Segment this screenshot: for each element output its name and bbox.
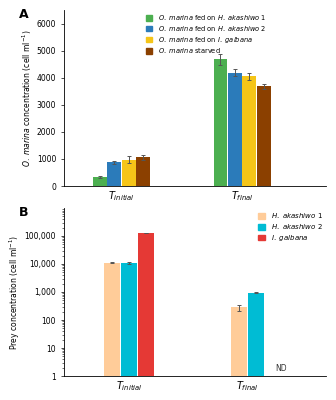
Bar — [122, 160, 135, 186]
Text: A: A — [19, 8, 29, 21]
Y-axis label: Prey concentration (cell ml$^{-1}$): Prey concentration (cell ml$^{-1}$) — [7, 234, 22, 350]
Bar — [136, 157, 150, 186]
Text: B: B — [19, 206, 29, 219]
Bar — [257, 86, 270, 186]
Bar — [248, 293, 264, 400]
Y-axis label: $\it{O.\ marina}$ concentration (cell ml$^{-1}$): $\it{O.\ marina}$ concentration (cell ml… — [20, 29, 34, 167]
Bar — [242, 76, 256, 186]
Bar — [104, 263, 120, 400]
Bar — [214, 59, 227, 186]
Bar — [228, 73, 242, 186]
Bar — [93, 177, 107, 186]
Bar — [138, 233, 155, 400]
Text: ND: ND — [276, 364, 287, 373]
Bar — [108, 162, 121, 186]
Bar — [231, 308, 247, 400]
Bar — [121, 263, 137, 400]
Legend: $\it{H.\ akashiwo\ 1}$, $\it{H.\ akashiwo\ 2}$, $\it{I.\ galbana}$: $\it{H.\ akashiwo\ 1}$, $\it{H.\ akashiw… — [258, 212, 323, 243]
Legend: $\it{O.\ marina}$ fed on $\it{H.\ akashiwo\ 1}$, $\it{O.\ marina}$ fed on $\it{H: $\it{O.\ marina}$ fed on $\it{H.\ akashi… — [146, 13, 266, 55]
